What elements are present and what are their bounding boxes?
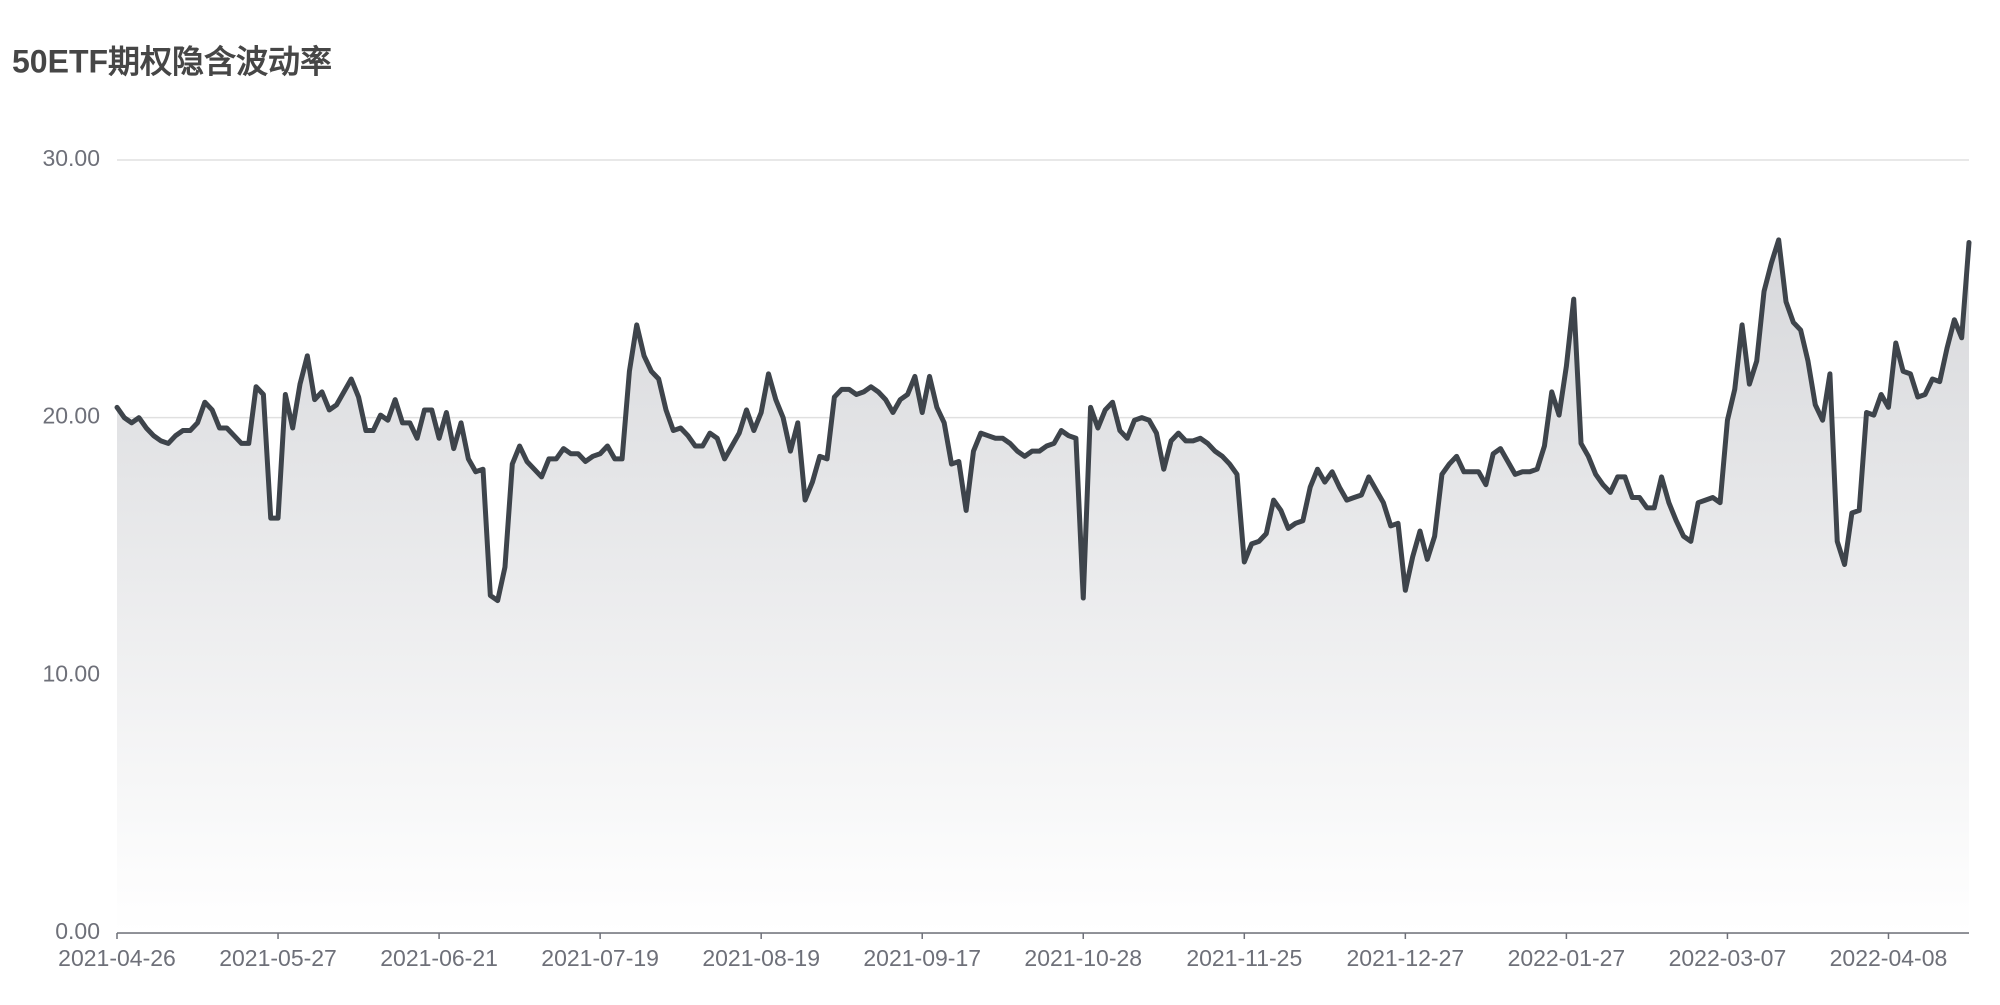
line xyxy=(114,237,1972,604)
x-tick-label: 2021-04-26 xyxy=(58,945,176,971)
x-tick-label: 2021-08-19 xyxy=(702,945,820,971)
axes: 0.00 10.00 20.00 30.00 2021-04-26 2021-05-27 2… xyxy=(42,145,1969,971)
x-tick-label: 2021-07-19 xyxy=(541,945,659,971)
plot xyxy=(114,237,1972,933)
y-tick-label: 0.00 xyxy=(55,918,100,944)
x-tick-label: 2021-06-21 xyxy=(380,945,498,971)
x-tick-label: 2021-10-28 xyxy=(1024,945,1142,971)
x-tick-label: 2022-03-07 xyxy=(1669,945,1787,971)
x-tick-label: 2022-04-08 xyxy=(1830,945,1948,971)
y-tick-label: 10.00 xyxy=(42,660,100,686)
chart-title: 50ETF期权隐含波动率 xyxy=(12,43,332,79)
area xyxy=(117,239,1969,933)
x-tick-label: 2021-09-17 xyxy=(863,945,981,971)
x-tick-label: 2021-12-27 xyxy=(1347,945,1465,971)
y-tick-label: 30.00 xyxy=(42,145,100,171)
x-tick-label: 2021-05-27 xyxy=(219,945,337,971)
x-tick-label: 2022-01-27 xyxy=(1508,945,1626,971)
y-tick-label: 20.00 xyxy=(42,403,100,429)
x-tick-label: 2021-11-25 xyxy=(1186,945,1302,971)
